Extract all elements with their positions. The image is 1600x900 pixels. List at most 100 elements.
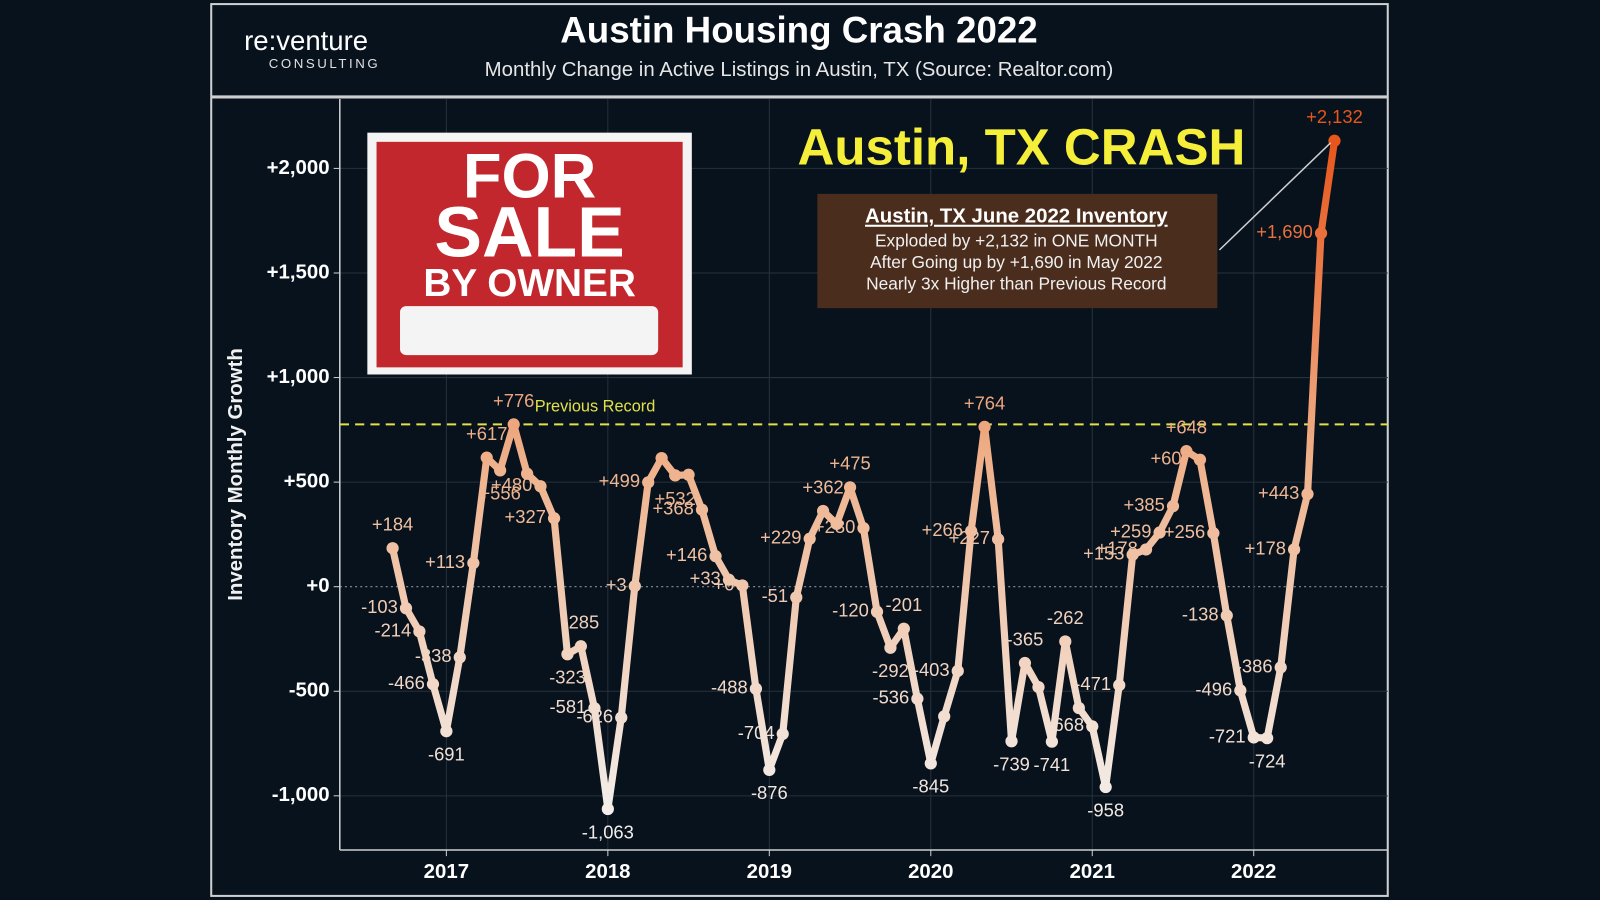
data-label: +6 (713, 573, 734, 594)
data-label: -201 (885, 594, 922, 615)
data-label: +266 (922, 519, 963, 540)
data-label: +146 (666, 544, 707, 565)
y-axis-label: Inventory Monthly Growth (225, 348, 247, 601)
connector (1218, 142, 1332, 251)
data-point (870, 605, 884, 618)
data-point (1193, 453, 1207, 466)
data-point (574, 640, 587, 653)
data-point (1301, 487, 1314, 501)
y-tick-label: -1,000 (272, 784, 330, 806)
data-point (924, 757, 937, 770)
x-tick-label: 2022 (1231, 861, 1276, 883)
data-label: +776 (493, 390, 534, 411)
data-point (1045, 735, 1059, 748)
data-label: +327 (505, 506, 546, 527)
data-point (695, 503, 709, 516)
data-point (1113, 679, 1126, 692)
data-point (1220, 609, 1233, 622)
data-point (1032, 680, 1045, 694)
data-label: +443 (1258, 482, 1299, 503)
data-label: +607 (1150, 448, 1191, 469)
y-tick-label: +0 (306, 575, 329, 597)
data-label: -739 (993, 754, 1030, 775)
data-label: -958 (1087, 799, 1124, 820)
data-point (440, 725, 453, 738)
data-label: -285 (562, 612, 599, 633)
data-label: -626 (576, 705, 613, 726)
data-label: -51 (762, 585, 789, 606)
data-point (426, 678, 440, 691)
data-point (830, 517, 843, 531)
data-point (561, 648, 574, 661)
data-point (749, 682, 763, 695)
data-label: -724 (1249, 750, 1286, 771)
data-label: +617 (466, 423, 507, 444)
data-label: +499 (599, 470, 640, 491)
data-point (386, 542, 399, 555)
data-label: -704 (738, 722, 775, 743)
data-point (1099, 780, 1112, 794)
data-point (857, 522, 870, 535)
data-label: +475 (829, 453, 870, 474)
x-tick-label: 2020 (908, 861, 953, 883)
data-label: +256 (1164, 521, 1205, 542)
data-point (1126, 548, 1139, 561)
data-label: +178 (1097, 537, 1138, 558)
data-point (507, 418, 520, 431)
data-label: -721 (1209, 725, 1246, 746)
data-label: -581 (550, 696, 587, 717)
data-point (736, 579, 749, 592)
annotation-box (817, 193, 1218, 309)
data-label: -138 (1182, 603, 1219, 624)
data-label: -876 (751, 782, 788, 803)
data-point (1180, 445, 1193, 458)
data-label: +153 (1083, 543, 1124, 564)
y-tick-label: +1,500 (267, 261, 330, 283)
data-point (1314, 227, 1328, 240)
data-point (1072, 701, 1085, 715)
sign-text: SALE (434, 193, 624, 273)
data-label: +556 (479, 483, 520, 504)
data-point (1005, 735, 1018, 748)
data-label: -403 (913, 659, 950, 680)
y-tick-label: +1,000 (267, 366, 330, 388)
data-point (1261, 731, 1274, 745)
data-label: +33 (690, 568, 721, 589)
data-point (1207, 527, 1220, 540)
x-tick-label: 2018 (585, 861, 630, 883)
data-label: +184 (372, 514, 413, 535)
x-tick-label: 2021 (1070, 861, 1115, 883)
data-label: +1,690 (1256, 221, 1313, 242)
data-label: +764 (964, 392, 1005, 413)
data-label: +178 (1245, 537, 1286, 558)
data-label: +2,132 (1306, 106, 1363, 127)
data-label: -262 (1047, 607, 1084, 628)
data-point (1086, 720, 1099, 733)
data-point (480, 451, 493, 464)
data-label: +362 (802, 476, 843, 497)
data-label: -741 (1034, 754, 1071, 775)
data-point (669, 469, 682, 482)
data-point (453, 651, 466, 664)
data-point (547, 512, 561, 525)
data-point (951, 664, 964, 678)
data-point (1139, 543, 1153, 556)
y-tick-label: +500 (284, 471, 330, 493)
data-label: -691 (428, 744, 465, 765)
data-label: +280 (814, 516, 855, 537)
data-point (520, 467, 534, 480)
data-point (399, 602, 413, 615)
data-point (1059, 635, 1072, 648)
data-label: +3 (606, 574, 627, 595)
data-point (642, 476, 655, 489)
for-sale-sign: FOR SALE BY OWNER (367, 132, 692, 375)
data-point (776, 727, 789, 741)
chart-title: Austin Housing Crash 2022 (560, 9, 1037, 50)
logo-name: re:venture (244, 25, 368, 56)
sign-text: FOR (463, 141, 597, 211)
annotation-title: Austin, TX June 2022 Inventory (865, 206, 1168, 228)
y-tick-label: +2,000 (267, 157, 330, 179)
data-label: -488 (711, 677, 748, 698)
